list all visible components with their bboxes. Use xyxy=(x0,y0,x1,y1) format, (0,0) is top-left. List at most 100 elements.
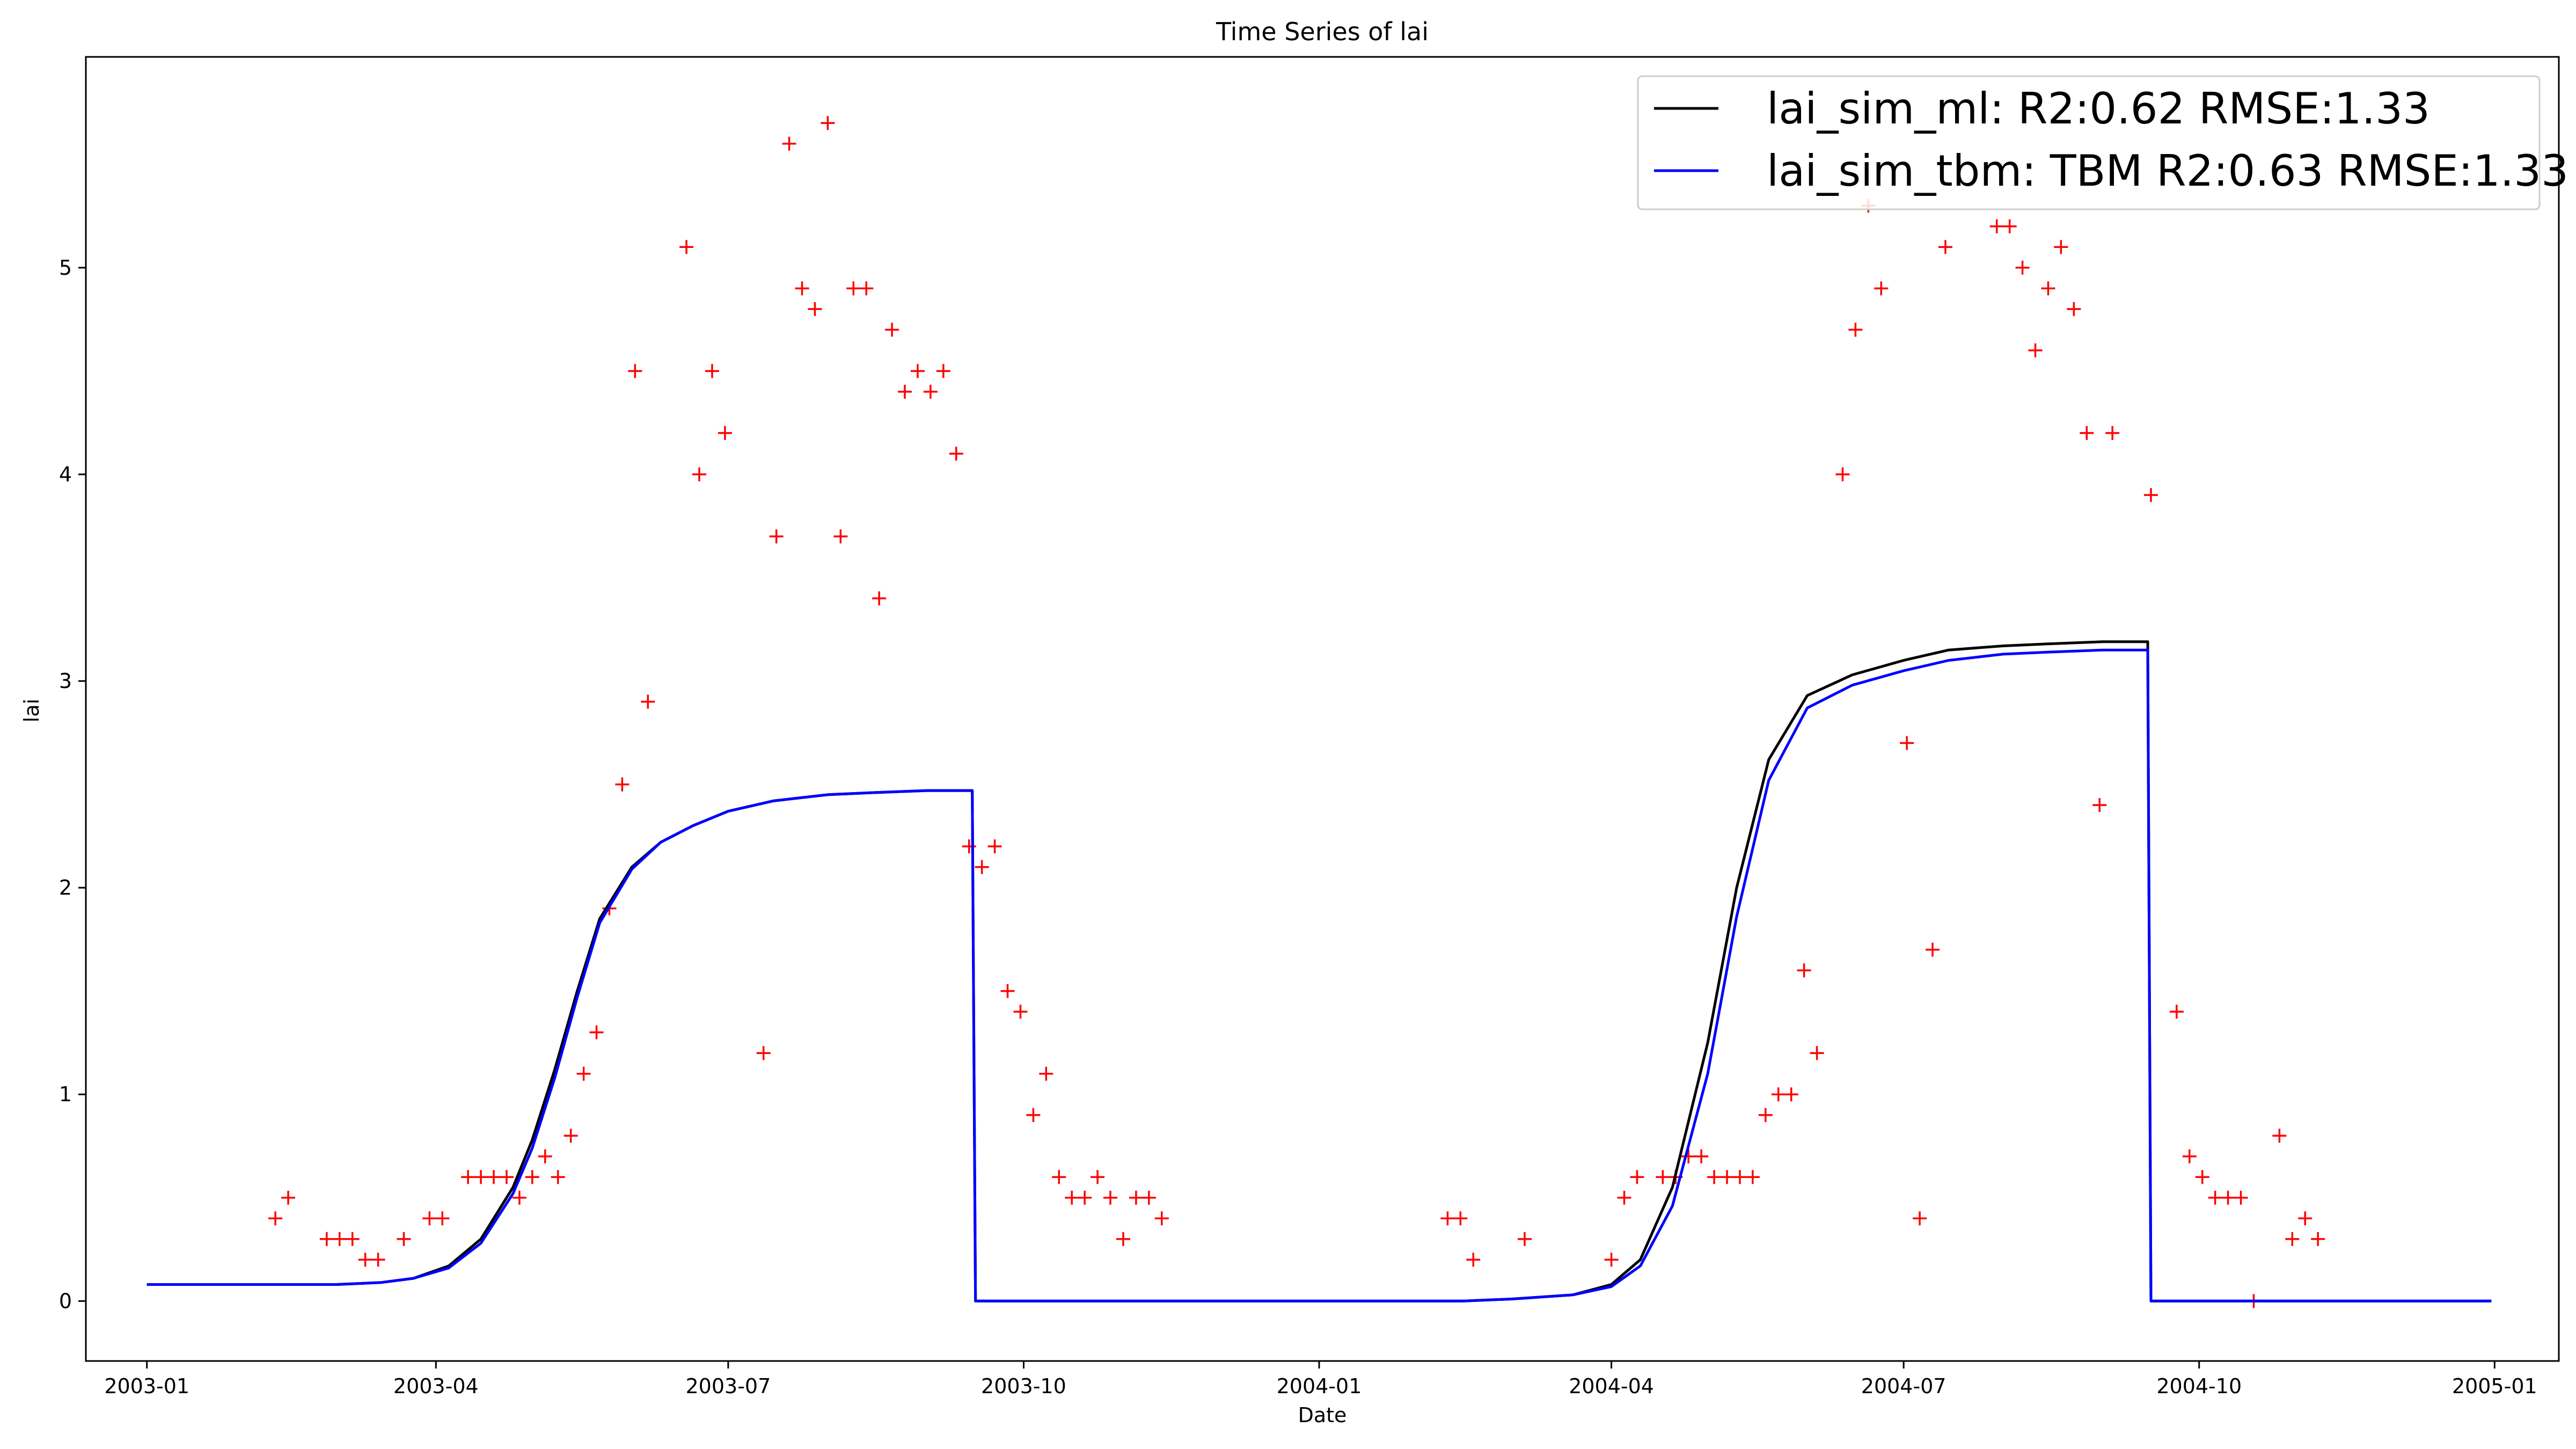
observation-point xyxy=(1848,323,1863,337)
x-axis: 2003-01 2003-04 2003-07 2003-10 2004-01 2004-… xyxy=(104,1361,2537,1398)
observation-point xyxy=(1732,1170,1747,1184)
observation-point xyxy=(1065,1190,1079,1205)
legend-box xyxy=(1637,75,2541,210)
legend: lai_sim_ml: R2:0.62 RMSE:1.33 lai_sim_tbm… xyxy=(1637,75,2568,210)
y-tick-label: 3 xyxy=(59,669,72,693)
observation-point xyxy=(1784,1087,1798,1102)
observation-point xyxy=(718,426,732,440)
observation-point xyxy=(975,860,989,874)
observation-point xyxy=(435,1211,450,1226)
plot-area xyxy=(85,56,2560,1362)
observation-point xyxy=(2169,1005,2184,1019)
y-tick-label: 5 xyxy=(59,256,72,280)
observation-point xyxy=(821,116,835,130)
y-tick-label: 0 xyxy=(59,1289,72,1313)
observation-point xyxy=(1656,1170,1670,1184)
observation-point xyxy=(846,281,861,296)
observation-point xyxy=(1026,1108,1041,1122)
observation-point xyxy=(1116,1232,1130,1246)
observation-point xyxy=(756,1046,771,1060)
x-tick-label: 2004-01 xyxy=(1277,1374,1362,1398)
observation-point xyxy=(2105,426,2120,440)
x-tick-label: 2003-04 xyxy=(393,1374,479,1398)
observation-point xyxy=(2234,1190,2248,1205)
observation-point xyxy=(2067,302,2081,316)
observation-point xyxy=(1440,1211,1455,1226)
observation-point xyxy=(1745,1170,1760,1184)
observation-point xyxy=(564,1129,578,1143)
observation-point xyxy=(461,1170,475,1184)
observation-point xyxy=(1013,1005,1028,1019)
legend-label: lai_sim_tbm: TBM R2:0.63 RMSE:1.33 xyxy=(1767,146,2568,196)
observation-point xyxy=(576,1066,591,1081)
observation-point xyxy=(397,1232,411,1246)
observation-point xyxy=(1078,1190,1092,1205)
observation-point xyxy=(512,1190,526,1205)
y-tick-label: 4 xyxy=(59,463,72,486)
observation-point xyxy=(332,1232,347,1246)
observation-point xyxy=(795,281,809,296)
observation-point xyxy=(1938,240,1952,254)
observation-point xyxy=(2080,426,2094,440)
y-tick-label: 1 xyxy=(59,1082,72,1106)
observation-point xyxy=(1835,467,1850,481)
observation-point xyxy=(1707,1170,1722,1184)
observation-point xyxy=(589,1025,604,1040)
x-tick-label: 2003-07 xyxy=(685,1374,771,1398)
x-tick-label: 2005-01 xyxy=(2452,1374,2537,1398)
observation-point xyxy=(1000,984,1015,998)
observation-point xyxy=(551,1170,565,1184)
observation-point xyxy=(474,1170,488,1184)
observation-point xyxy=(2285,1232,2300,1246)
x-tick-label: 2004-04 xyxy=(1569,1374,1654,1398)
observation-point xyxy=(1694,1149,1709,1163)
observation-point xyxy=(1141,1190,1156,1205)
observation-point xyxy=(923,384,938,399)
observation-point xyxy=(1900,736,1914,750)
observation-point xyxy=(319,1232,334,1246)
observation-point xyxy=(2221,1190,2235,1205)
observation-point xyxy=(525,1170,539,1184)
observation-point xyxy=(2195,1170,2209,1184)
observation-point xyxy=(910,364,925,378)
x-tick-label: 2003-01 xyxy=(104,1374,189,1398)
observation-point xyxy=(1466,1253,1481,1267)
observation-point xyxy=(1630,1170,1644,1184)
observation-point xyxy=(859,281,874,296)
observation-point xyxy=(641,694,655,709)
observation-point xyxy=(2182,1149,2197,1163)
observation-point xyxy=(1091,1170,1105,1184)
observation-point xyxy=(705,364,719,378)
observation-point xyxy=(1604,1253,1619,1267)
observation-point xyxy=(2208,1190,2222,1205)
x-tick-label: 2004-07 xyxy=(1861,1374,1946,1398)
observation-point xyxy=(538,1149,552,1163)
observation-point xyxy=(2272,1129,2287,1143)
observation-point xyxy=(1453,1211,1468,1226)
observation-point xyxy=(1797,963,1811,978)
y-axis: 0 1 2 3 4 5 xyxy=(59,256,86,1313)
observation-point xyxy=(808,302,822,316)
observation-point xyxy=(1681,1149,1696,1163)
legend-label: lai_sim_ml: R2:0.62 RMSE:1.33 xyxy=(1767,84,2430,134)
observation-point xyxy=(1926,942,1940,957)
observation-point xyxy=(2298,1211,2312,1226)
observation-point xyxy=(499,1170,514,1184)
observation-point xyxy=(1913,1211,1927,1226)
observation-point xyxy=(1989,219,2004,233)
observation-point xyxy=(2015,260,2030,275)
chart-title: Time Series of lai xyxy=(1216,17,1429,46)
observation-point xyxy=(2028,343,2043,357)
observation-point xyxy=(422,1211,437,1226)
observation-point xyxy=(2311,1232,2325,1246)
observation-point xyxy=(1039,1066,1053,1081)
series-line-tbm xyxy=(147,648,2492,1302)
observation-point xyxy=(987,839,1002,854)
series-layer xyxy=(147,116,2492,1308)
x-tick-label: 2004-10 xyxy=(2156,1374,2242,1398)
observation-point xyxy=(487,1170,501,1184)
observation-point xyxy=(1154,1211,1169,1226)
observation-point xyxy=(769,529,784,544)
observation-point xyxy=(1617,1190,1631,1205)
